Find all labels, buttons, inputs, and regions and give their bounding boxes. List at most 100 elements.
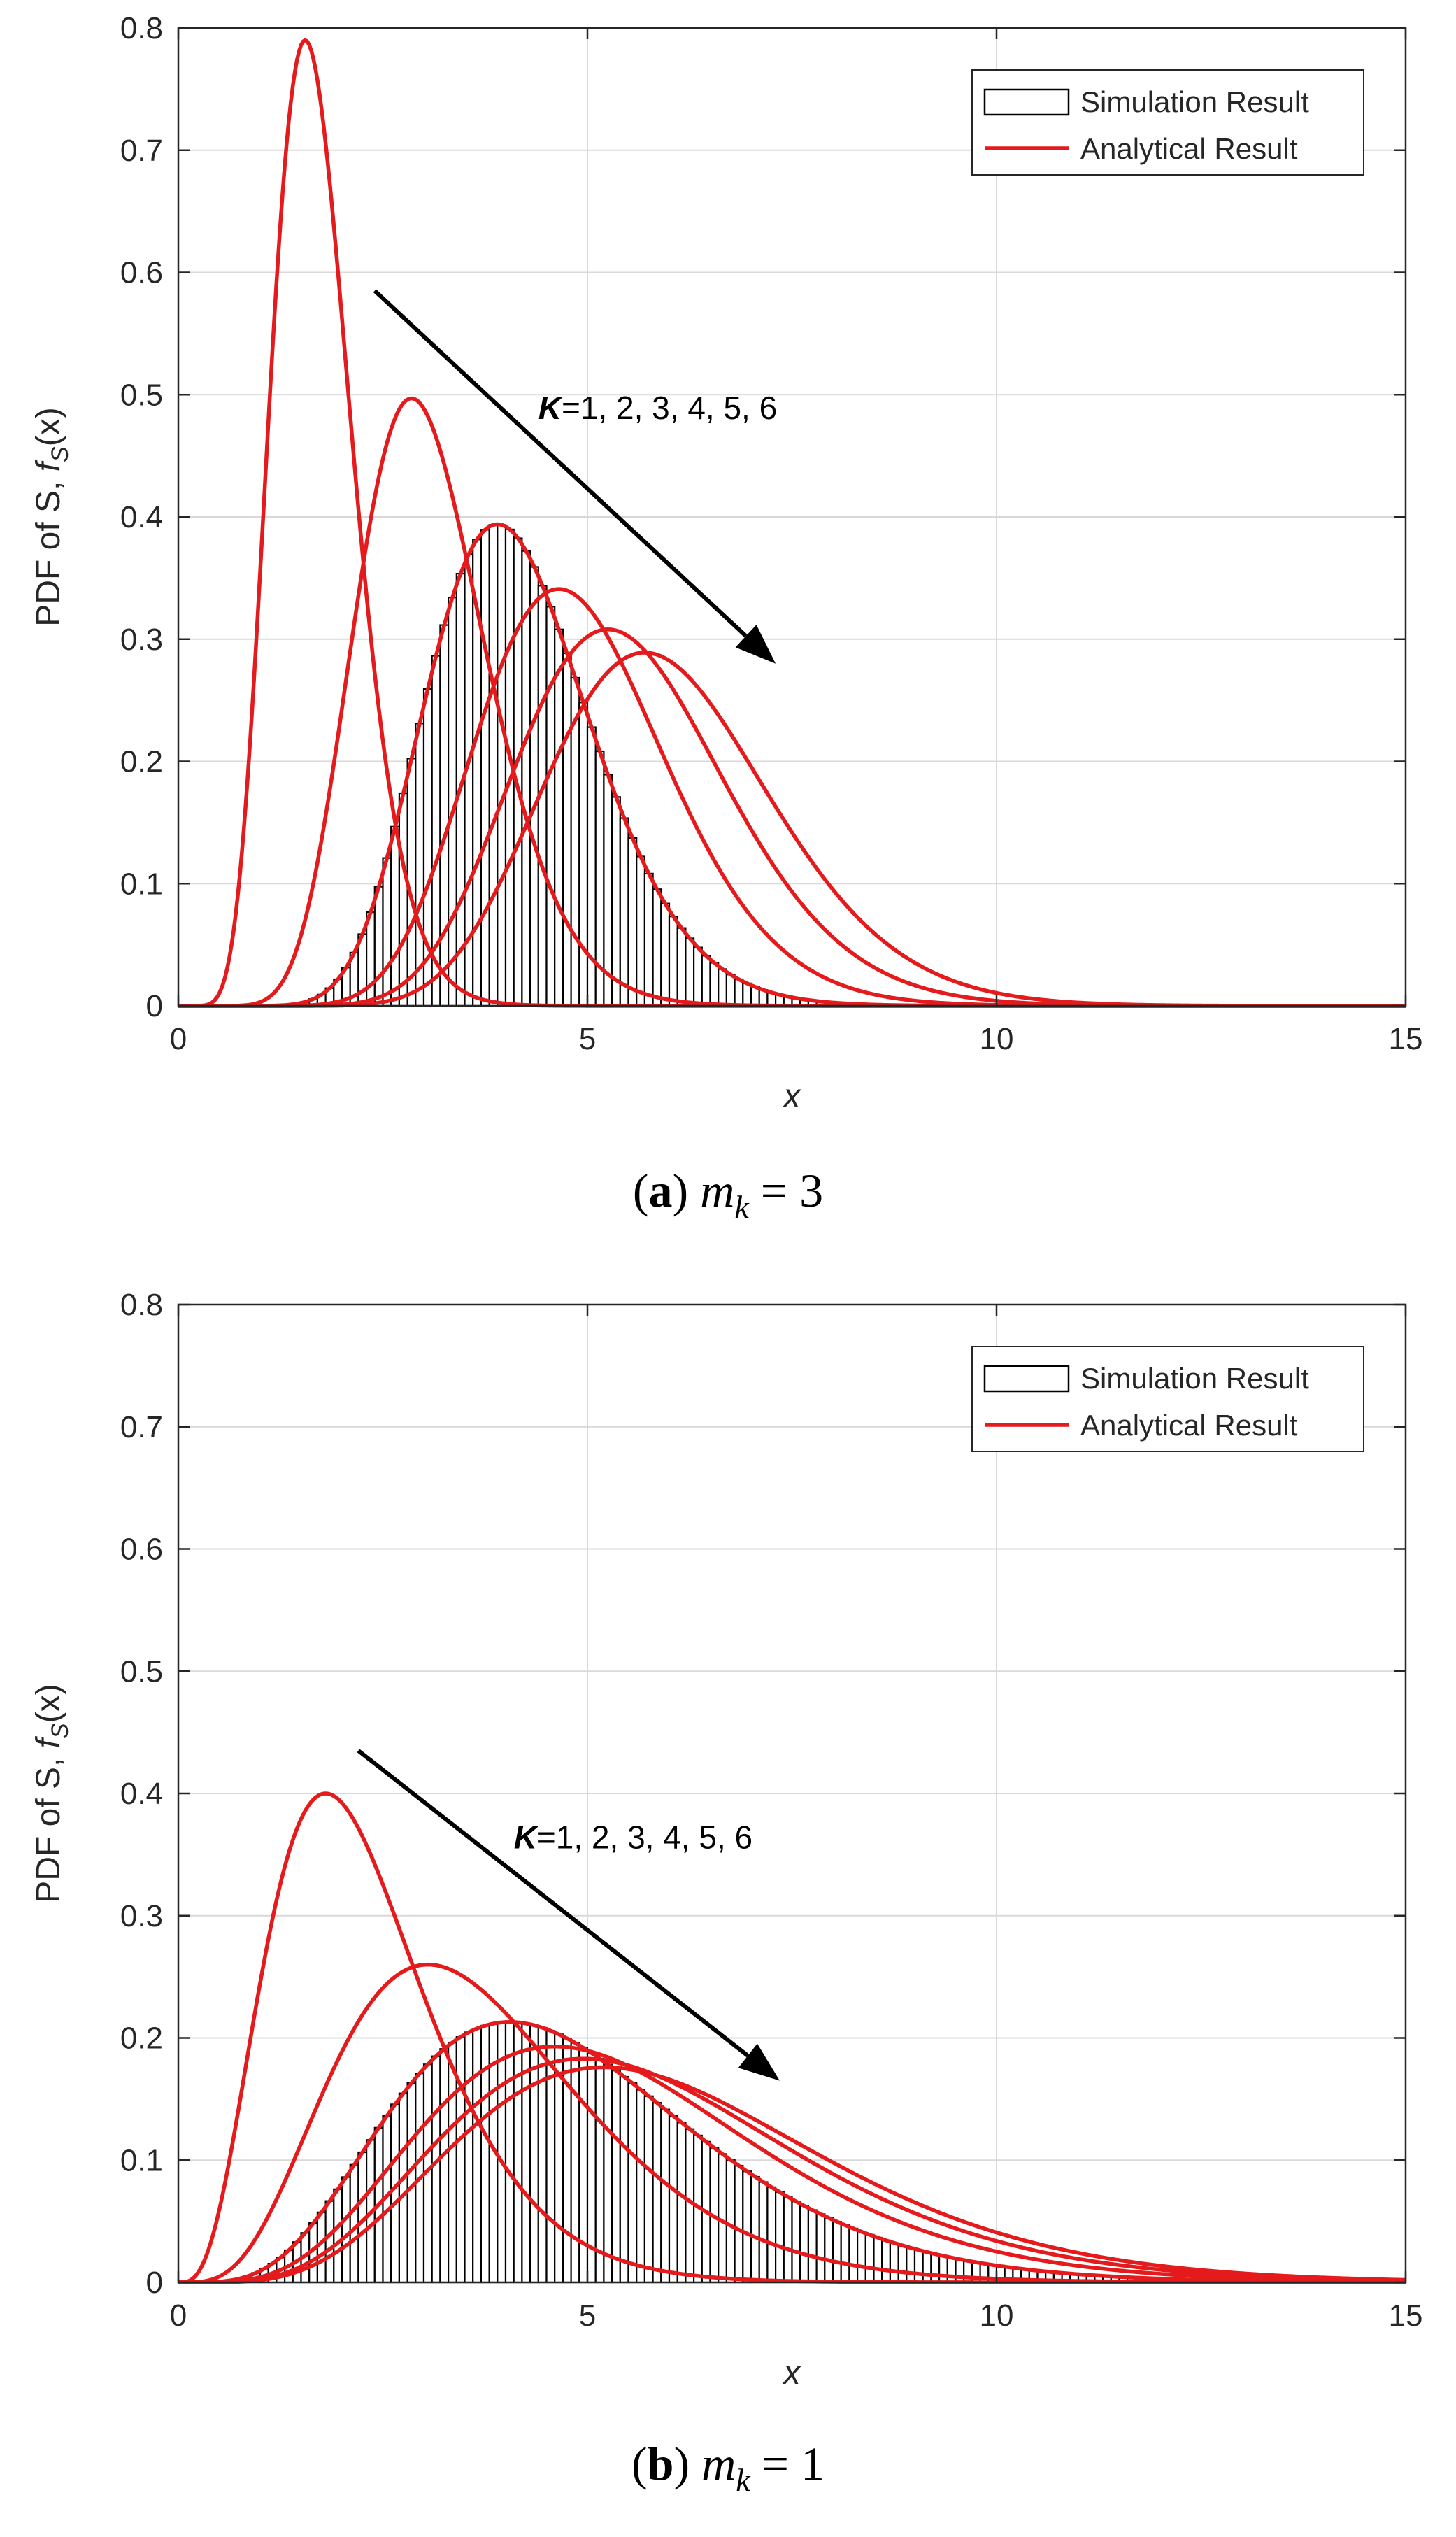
histogram-bar [701, 955, 711, 1007]
histogram-bar [774, 2191, 785, 2284]
annotation-label: K=1, 2, 3, 4, 5, 6 [538, 390, 777, 426]
histogram-bar [734, 978, 744, 1007]
analytical-curve-k-5 [178, 2056, 1406, 2284]
caption-open-paren: ( [631, 2437, 648, 2490]
annotation-k-values: =1, 2, 3, 4, 5, 6 [537, 1819, 752, 1856]
x-tick-label: 15 [1389, 2298, 1423, 2333]
caption-subscript: k [736, 2462, 751, 2498]
y-tick-label: 0.8 [120, 11, 163, 45]
histogram-bar [373, 886, 384, 1007]
histogram-bar [913, 2249, 924, 2284]
y-tick-label: 0.1 [120, 867, 163, 901]
annotation-arrow-line [373, 289, 748, 638]
y-label-subscript: S [47, 446, 73, 462]
panel-caption: (a) mk = 3 [633, 1164, 823, 1225]
histogram-bar [636, 2089, 646, 2284]
legend-label-simulation: Simulation Result [1080, 1362, 1309, 1395]
caption-value: = 1 [750, 2437, 825, 2490]
histogram-bar [946, 2257, 957, 2284]
histogram-bar [824, 2217, 834, 2284]
histogram-bar [578, 2047, 589, 2284]
analytical-curve-k-6 [178, 2065, 1406, 2284]
histogram-bar [783, 2196, 793, 2284]
caption-subscript: k [734, 1189, 750, 1225]
caption-close-paren: ) [673, 2437, 701, 2490]
histogram-bar [488, 524, 499, 1007]
histogram-bar [897, 2245, 908, 2284]
y-tick-label: 0.2 [120, 745, 163, 779]
histogram-bar [718, 968, 727, 1007]
histogram-bar [497, 524, 507, 1007]
histogram-bar [807, 2209, 818, 2284]
histogram-bar [619, 817, 629, 1007]
histogram-bar [627, 837, 638, 1007]
histogram-bar [464, 2031, 474, 2284]
y-label-prefix: PDF of S, [30, 1748, 67, 1903]
histogram-bar [611, 2070, 621, 2284]
caption-close-paren: ) [673, 1164, 701, 1217]
legend-swatch-simulation [983, 88, 1070, 116]
histogram-bar [709, 962, 720, 1007]
histogram-bar [652, 888, 662, 1007]
x-tick-label: 15 [1389, 1022, 1423, 1056]
caption-m: m [700, 1164, 734, 1217]
y-tick-label: 0.6 [120, 256, 163, 290]
y-tick-label: 0.4 [120, 500, 163, 534]
histogram-bar [652, 2102, 662, 2284]
legend-label-simulation: Simulation Result [1080, 85, 1309, 118]
panel-caption: (b) mk = 1 [631, 2437, 825, 2498]
histogram-bar [636, 855, 646, 1007]
annotation-k-symbol: K [538, 390, 564, 426]
histogram-bar [799, 2205, 809, 2284]
histogram-bar [840, 2224, 850, 2284]
histogram-bar [398, 792, 408, 1007]
histogram-bar [504, 2021, 515, 2284]
annotation-arrow-head [735, 625, 776, 664]
histogram-bar [881, 2239, 891, 2284]
histogram-bar [938, 2254, 948, 2284]
y-label-argument: (x) [30, 407, 67, 446]
y-tick-label: 0.3 [120, 1899, 163, 1933]
y-tick-label: 0 [146, 2266, 163, 2300]
histogram-bar [333, 2188, 343, 2284]
histogram-bar [513, 2021, 523, 2284]
histogram-bar [832, 2221, 842, 2284]
histogram-bar [382, 857, 392, 1007]
histogram-bar [603, 2063, 613, 2284]
annotation-arrow-head [738, 2043, 780, 2081]
y-tick-label: 0.6 [120, 1533, 163, 1567]
legend-box [971, 1346, 1364, 1452]
histogram-bar [922, 2251, 932, 2284]
histogram-bar [390, 2103, 401, 2284]
histogram-bar [529, 566, 539, 1007]
histogram-bar [750, 2175, 760, 2284]
caption-value: = 3 [749, 1164, 823, 1217]
legend-box [971, 69, 1364, 176]
histogram-bar [472, 2027, 483, 2284]
histogram-bar [578, 702, 589, 1007]
histogram-bar [324, 2200, 335, 2284]
histogram-bar [619, 2075, 629, 2284]
histogram-bar [562, 652, 572, 1007]
y-tick-label: 0.7 [120, 134, 163, 168]
histogram-bar [791, 2201, 801, 2284]
caption-m: m [701, 2437, 736, 2490]
histogram-bar [725, 974, 736, 1007]
y-tick-label: 0.3 [120, 623, 163, 657]
histogram-bar [685, 937, 695, 1007]
histogram-bar [439, 624, 450, 1007]
histogram-bar [676, 927, 687, 1007]
histogram-bar [766, 2186, 777, 2284]
histogram-bar [480, 2024, 490, 2284]
y-tick-label: 0.7 [120, 1410, 163, 1444]
histogram-bar [725, 2159, 736, 2284]
histogram-bar [455, 2036, 466, 2284]
histogram-bar [611, 796, 621, 1007]
histogram-bar [676, 2122, 687, 2284]
histogram-bar [562, 2038, 572, 2284]
y-label-argument: (x) [30, 1684, 67, 1723]
histogram-bar [873, 2236, 883, 2284]
caption-open-paren: ( [633, 1164, 649, 1217]
